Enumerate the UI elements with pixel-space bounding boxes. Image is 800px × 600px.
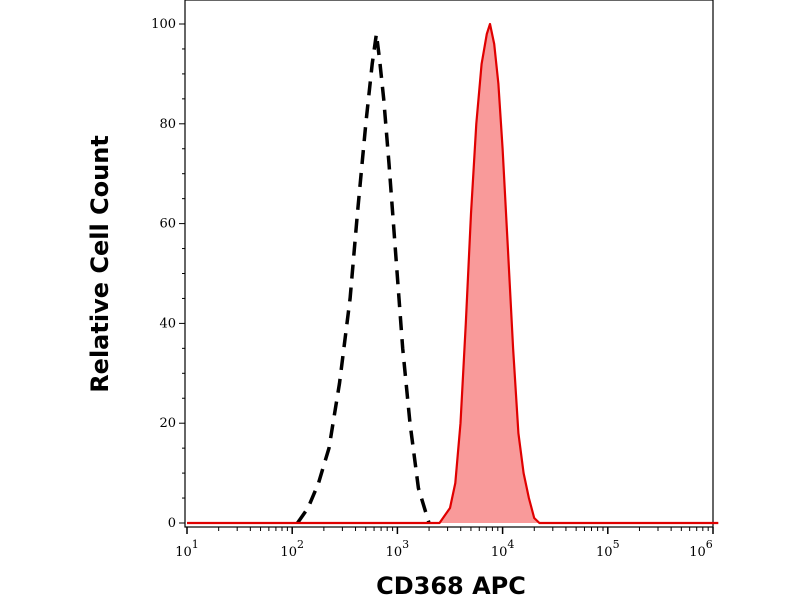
y-tick-label: 60	[159, 217, 176, 232]
x-tick-label: 106	[689, 538, 713, 560]
stained-red-line	[187, 22, 719, 525]
y-axis-label: Relative Cell Count	[86, 135, 114, 393]
x-tick-label: 101	[175, 538, 199, 560]
y-tick-label: 100	[151, 17, 176, 32]
plot-area: 0 20 40 60 80 100 101 102 103 104 105 106	[151, 0, 719, 560]
x-tick-label: 102	[280, 538, 304, 560]
y-tick-label: 20	[159, 416, 176, 431]
isotype-dashed-line	[296, 32, 431, 525]
plot-frame	[184, 0, 714, 528]
y-tick-label: 80	[159, 117, 176, 132]
y-tick-label: 40	[159, 316, 176, 331]
series-fill-1	[187, 24, 719, 523]
y-tick-label: 0	[168, 516, 176, 531]
x-tick-label: 103	[386, 538, 410, 560]
x-axis-label: CD368 APC	[376, 572, 526, 600]
x-tick-label: 105	[596, 538, 620, 560]
x-tick-label: 104	[491, 538, 515, 560]
